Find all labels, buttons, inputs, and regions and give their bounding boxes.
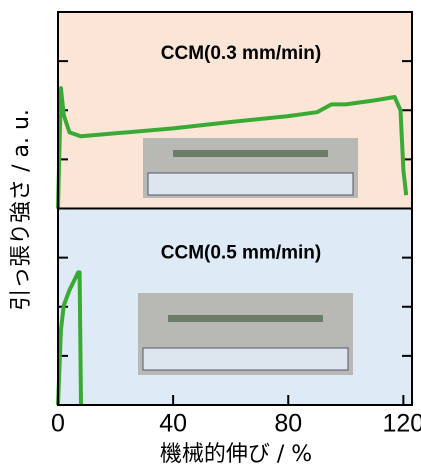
data-line <box>56 270 83 406</box>
data-line <box>56 86 409 209</box>
photo-scale <box>142 347 349 371</box>
photo-scale <box>147 172 354 196</box>
x-axis-label: 機械的伸び / % <box>160 442 312 467</box>
y-axis-label: 引っ張り強さ / a. u. <box>9 109 34 311</box>
photo-sample <box>168 315 323 322</box>
photo-sample <box>173 150 328 157</box>
panel-frame <box>57 207 413 406</box>
x-tick-label: 40 <box>159 410 187 438</box>
x-tick-label: 0 <box>51 410 65 438</box>
panel-label: CCM(0.5 mm/min) <box>161 243 321 264</box>
x-tick-label: 120 <box>383 410 421 438</box>
panel-label: CCM(0.3 mm/min) <box>161 43 321 64</box>
x-tick-label: 80 <box>274 410 302 438</box>
